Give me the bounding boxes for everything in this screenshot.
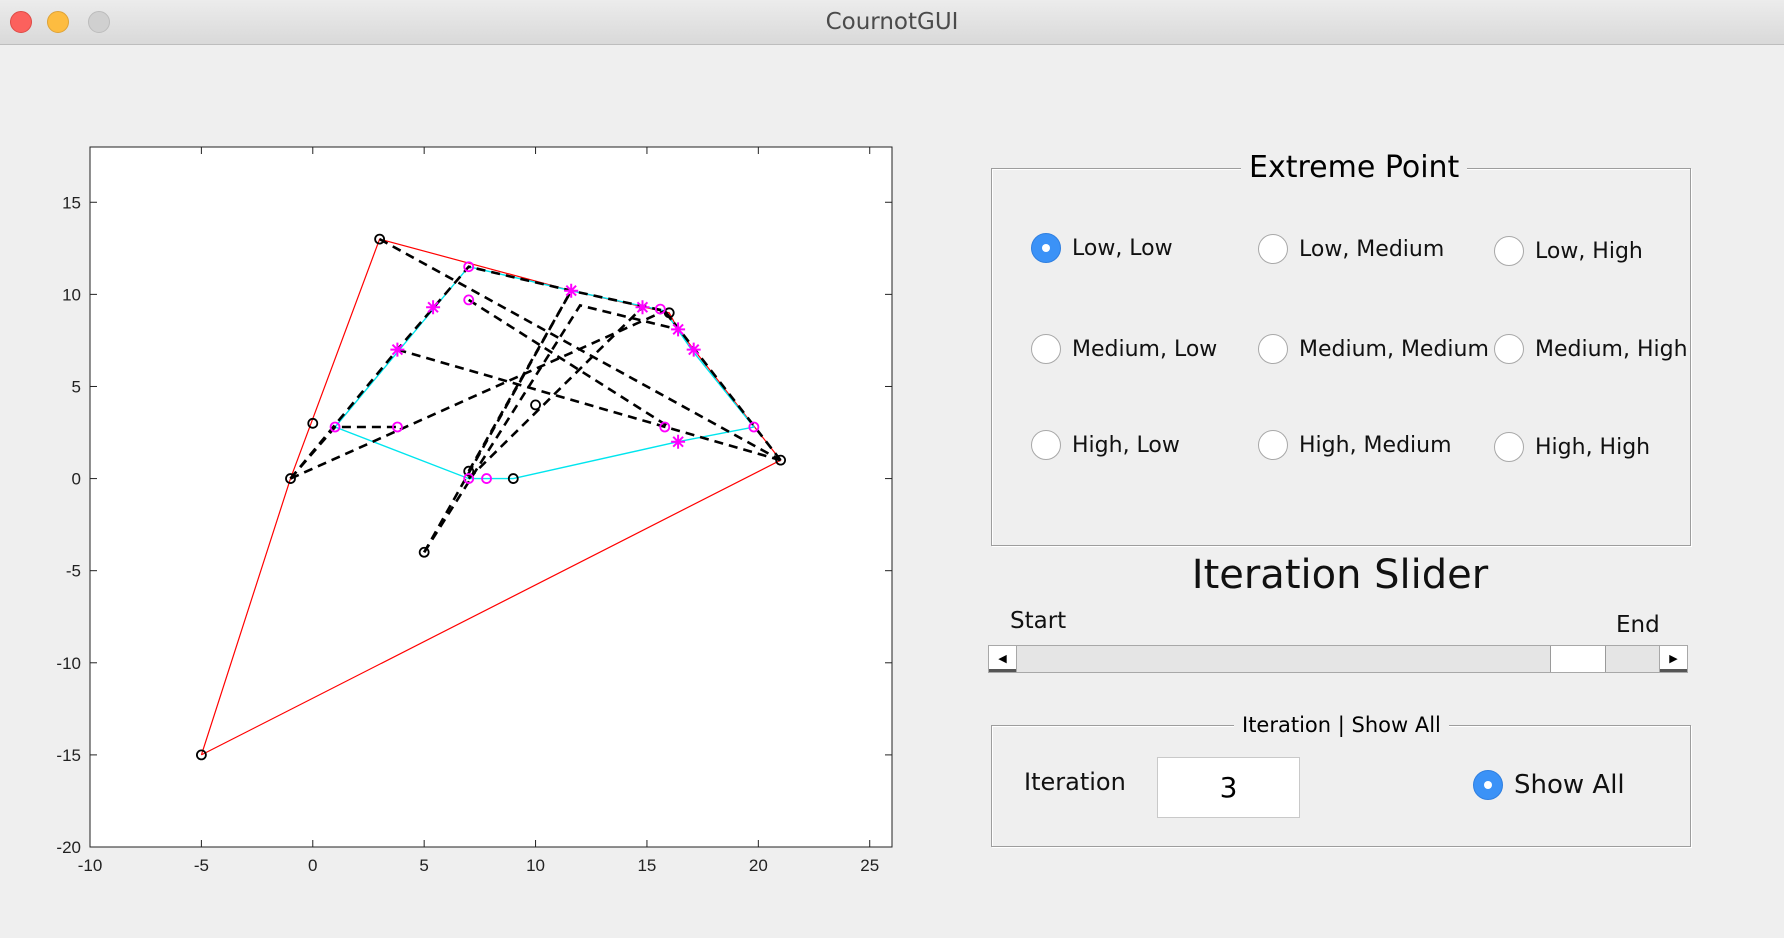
radio-label: Low, Low (1072, 235, 1173, 261)
y-tick-label: -10 (56, 654, 81, 673)
slider-end-label: End (1616, 612, 1660, 638)
slider-right-arrow-icon[interactable]: ▶ (1659, 646, 1687, 672)
black-circle-point (307, 417, 319, 429)
magenta-circle-point (463, 473, 475, 484)
black-circle-point (507, 473, 519, 484)
black-circle-point (775, 454, 787, 466)
iteration-panel-title: Iteration | Show All (1234, 713, 1449, 737)
black-circle-point (195, 749, 207, 761)
radio-circle[interactable] (1258, 430, 1288, 460)
iteration-label: Iteration (1024, 768, 1126, 796)
minimize-window-button[interactable] (47, 11, 69, 33)
radio-circle[interactable] (1473, 770, 1503, 800)
magenta-star-point (671, 322, 686, 337)
magenta-circle-point (659, 421, 671, 433)
dashed-black-series (423, 290, 573, 553)
iteration-input[interactable]: 3 (1157, 757, 1300, 818)
radio-circle[interactable] (1494, 334, 1524, 364)
radio-label: High, Low (1072, 432, 1180, 458)
plot-area (89, 146, 893, 848)
magenta-star-point (426, 300, 441, 315)
magenta-circle-point (463, 294, 475, 306)
x-tick-label: 25 (860, 856, 879, 875)
radio-label: Medium, Low (1072, 336, 1218, 362)
window-title: CournotGUI (825, 9, 959, 35)
radio-label: High, Medium (1299, 432, 1452, 458)
magenta-circle-point (654, 303, 666, 315)
radio-medium-low[interactable]: Medium, Low (1031, 334, 1217, 364)
radio-low-low[interactable]: Low, Low (1031, 233, 1173, 263)
radio-medium-high[interactable]: Medium, High (1494, 334, 1688, 364)
radio-label: Medium, High (1535, 336, 1688, 362)
magenta-star-point (564, 283, 579, 298)
radio-circle[interactable] (1258, 334, 1288, 364)
slider-thumb[interactable] (1550, 646, 1607, 672)
radio-circle[interactable] (1494, 432, 1524, 462)
x-tick-label: 20 (749, 856, 768, 875)
magenta-circle-point (481, 473, 492, 484)
y-tick-label: -15 (56, 746, 81, 765)
x-tick-label: 5 (419, 856, 428, 875)
magenta-star-point (635, 300, 650, 315)
iteration-slider[interactable]: ◀ ▶ (988, 645, 1688, 673)
x-tick-label: -5 (194, 856, 209, 875)
magenta-circle-point (463, 261, 475, 273)
radio-circle[interactable] (1031, 334, 1061, 364)
dashed-black-series (289, 309, 666, 480)
radio-low-medium[interactable]: Low, Medium (1258, 234, 1444, 264)
black-circle-point (285, 473, 296, 484)
window-titlebar: CournotGUI (0, 0, 1784, 45)
x-tick-label: 0 (308, 856, 317, 875)
dashed-black-series (397, 348, 781, 462)
dashed-black-series (663, 310, 782, 461)
magenta-circle-point (748, 421, 760, 433)
black-circle-point (418, 546, 430, 558)
radio-high-low[interactable]: High, Low (1031, 430, 1180, 460)
radio-medium-medium[interactable]: Medium, Medium (1258, 334, 1489, 364)
y-tick-label: 5 (72, 377, 81, 396)
radio-high-medium[interactable]: High, Medium (1258, 430, 1452, 460)
close-window-button[interactable] (10, 11, 32, 33)
y-tick-label: -5 (66, 562, 81, 581)
black-circle-point (530, 399, 541, 411)
x-tick-label: -10 (78, 856, 103, 875)
magenta-circle-point (392, 421, 403, 433)
zoom-window-button[interactable] (88, 11, 110, 33)
y-tick-label: 10 (62, 285, 81, 304)
dashed-black-series (423, 303, 679, 553)
radio-high-high[interactable]: High, High (1494, 432, 1650, 462)
radio-label: High, High (1535, 434, 1651, 460)
black-circle-point (663, 307, 675, 319)
extreme-point-title: Extreme Point (1241, 150, 1468, 185)
magenta-star-point (390, 342, 405, 357)
black-circle-point (374, 233, 386, 245)
radio-label: Low, Medium (1299, 236, 1445, 262)
slider-left-arrow-icon[interactable]: ◀ (989, 646, 1017, 672)
radio-low-high[interactable]: Low, High (1494, 236, 1643, 266)
show-all-radio[interactable]: Show All (1473, 770, 1625, 800)
x-tick-label: 15 (637, 856, 656, 875)
magenta-star-point (686, 342, 701, 357)
y-tick-label: -20 (56, 838, 81, 857)
dashed-black-series (467, 290, 573, 472)
dashed-black-series (467, 306, 644, 480)
slider-start-label: Start (1010, 608, 1067, 634)
radio-circle[interactable] (1031, 233, 1061, 263)
dashed-black-series (468, 298, 670, 429)
radio-circle[interactable] (1031, 430, 1061, 460)
black-circle-point (463, 465, 475, 477)
dashed-black-series (289, 425, 398, 480)
y-tick-label: 0 (72, 470, 81, 489)
iteration-slider-title: Iteration Slider (1191, 552, 1489, 598)
radio-circle[interactable] (1494, 236, 1524, 266)
magenta-star-point (671, 434, 686, 449)
radio-circle[interactable] (1258, 234, 1288, 264)
y-tick-label: 15 (62, 193, 81, 212)
radio-label: Medium, Medium (1299, 336, 1489, 362)
radio-label: Low, High (1535, 238, 1643, 264)
x-tick-label: 10 (526, 856, 545, 875)
magenta-circle-point (329, 421, 341, 433)
show-all-label: Show All (1514, 770, 1625, 800)
